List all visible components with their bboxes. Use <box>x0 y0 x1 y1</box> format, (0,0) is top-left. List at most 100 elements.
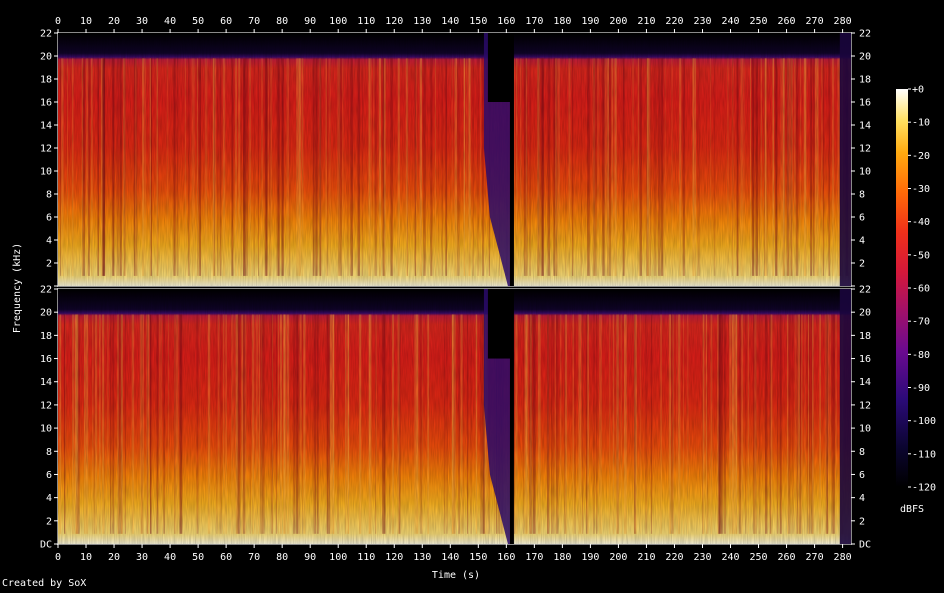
channel-2-spectrogram <box>58 289 851 544</box>
y-tick-label: 4 <box>46 236 52 247</box>
y-tick-label-right: 6 <box>859 470 865 481</box>
colorbar-tick-label: -60 <box>912 284 930 295</box>
x-tick-label: 200 <box>609 552 627 563</box>
y-tick-label-right: 10 <box>859 424 871 435</box>
x-tick-label: 140 <box>441 552 459 563</box>
colorbar-ticks: +0 -10 -20 -30 -40 -50 -60 -70 -80 -90 -100 -110 -12… <box>908 85 936 494</box>
y-tick-label-right: 14 <box>859 377 871 388</box>
spectrogram-panels <box>58 33 851 544</box>
x-tick-label-top: 160 <box>497 16 515 27</box>
y-tick-label: 2 <box>46 516 52 527</box>
x-tick-label-top: 60 <box>220 16 232 27</box>
y-tick-label: 4 <box>46 493 52 504</box>
y-tick-label-right: 4 <box>859 236 865 247</box>
x-tick-label-top: 140 <box>441 16 459 27</box>
y-tick-label-right: 18 <box>859 75 871 86</box>
x-tick-label-top: 260 <box>778 16 796 27</box>
y-tick-label-right: DC <box>859 540 871 551</box>
x-tick-label: 160 <box>497 552 515 563</box>
colorbar-tick-label: -110 <box>912 449 936 460</box>
y-tick-label: 2 <box>46 259 52 270</box>
x-tick-label-top: 80 <box>276 16 288 27</box>
y-tick-label: 14 <box>40 377 52 388</box>
colorbar <box>896 89 908 487</box>
x-tick-label-top: 0 <box>55 16 61 27</box>
x-tick-label: 60 <box>220 552 232 563</box>
x-tick-label-top: 230 <box>693 16 711 27</box>
x-tick-label: 210 <box>637 552 655 563</box>
y-tick-label: 12 <box>40 400 52 411</box>
colorbar-tick-label: -20 <box>912 151 930 162</box>
y-tick-label-right: 8 <box>859 447 865 458</box>
colorbar-tick-label: -90 <box>912 383 930 394</box>
x-tick-label: 110 <box>357 552 375 563</box>
y-tick-label-right: 2 <box>859 516 865 527</box>
x-tick-label-top: 110 <box>357 16 375 27</box>
x-tick-label: 130 <box>413 552 431 563</box>
y-tick-label: 10 <box>40 167 52 178</box>
x-tick-label: 240 <box>721 552 739 563</box>
x-axis-ticks: 0 0 10 10 20 20 30 30 40 40 50 50 60 60 70 70 80 80 90 90 10… <box>55 16 852 563</box>
x-tick-label-top: 180 <box>553 16 571 27</box>
x-tick-label: 30 <box>136 552 148 563</box>
x-tick-label-top: 130 <box>413 16 431 27</box>
x-tick-label-top: 150 <box>469 16 487 27</box>
x-tick-label-top: 70 <box>248 16 260 27</box>
x-tick-label-top: 10 <box>80 16 92 27</box>
y-tick-label: 18 <box>40 331 52 342</box>
x-tick-label: 150 <box>469 552 487 563</box>
colorbar-tick-label: +0 <box>912 85 924 96</box>
x-tick-label: 20 <box>108 552 120 563</box>
y-tick-label-right: 20 <box>859 308 871 319</box>
x-tick-label-top: 210 <box>637 16 655 27</box>
x-tick-label: 120 <box>385 552 403 563</box>
y-tick-label: 16 <box>40 98 52 109</box>
colorbar-tick-label: -80 <box>912 350 930 361</box>
y-tick-label-right: 12 <box>859 144 871 155</box>
x-tick-label: 40 <box>164 552 176 563</box>
x-tick-label: 10 <box>80 552 92 563</box>
y-tick-label-right: 16 <box>859 354 871 365</box>
y-tick-label: 6 <box>46 470 52 481</box>
colorbar-tick-label: -40 <box>912 217 930 228</box>
x-tick-label: 90 <box>304 552 316 563</box>
x-tick-label-top: 200 <box>609 16 627 27</box>
x-tick-label-top: 40 <box>164 16 176 27</box>
colorbar-gradient <box>896 89 908 487</box>
y-tick-label-right: 4 <box>859 493 865 504</box>
x-tick-label-top: 100 <box>329 16 347 27</box>
colorbar-tick-label: -120 <box>912 483 936 494</box>
y-axis-label: Frequency (kHz) <box>12 243 23 333</box>
colorbar-tick-label: -10 <box>912 118 930 129</box>
x-tick-label: 70 <box>248 552 260 563</box>
y-tick-label: 8 <box>46 447 52 458</box>
x-tick-label-top: 30 <box>136 16 148 27</box>
y-tick-label-right: 16 <box>859 98 871 109</box>
x-tick-label: 250 <box>749 552 767 563</box>
y-tick-label: 22 <box>40 29 52 40</box>
y-tick-label: 14 <box>40 121 52 132</box>
x-tick-label: 180 <box>553 552 571 563</box>
x-tick-label-top: 190 <box>581 16 599 27</box>
y-tick-label-right: 22 <box>859 285 871 296</box>
x-tick-label-top: 170 <box>525 16 543 27</box>
x-tick-label: 280 <box>834 552 852 563</box>
x-tick-label: 220 <box>665 552 683 563</box>
x-tick-label: 270 <box>806 552 824 563</box>
x-tick-label: 230 <box>693 552 711 563</box>
x-tick-label: 170 <box>525 552 543 563</box>
y-tick-label-right: 10 <box>859 167 871 178</box>
y-tick-label: 12 <box>40 144 52 155</box>
x-tick-label: 260 <box>778 552 796 563</box>
x-tick-label-top: 90 <box>304 16 316 27</box>
x-tick-label-top: 50 <box>192 16 204 27</box>
colorbar-tick-label: -100 <box>912 416 936 427</box>
y-tick-label-right: 6 <box>859 213 865 224</box>
colorbar-tick-label: -30 <box>912 184 930 195</box>
y-tick-label: 16 <box>40 354 52 365</box>
x-axis-label: Time (s) <box>432 570 480 581</box>
x-tick-label-top: 20 <box>108 16 120 27</box>
colorbar-tick-label: -50 <box>912 250 930 261</box>
x-tick-label: 0 <box>55 552 61 563</box>
